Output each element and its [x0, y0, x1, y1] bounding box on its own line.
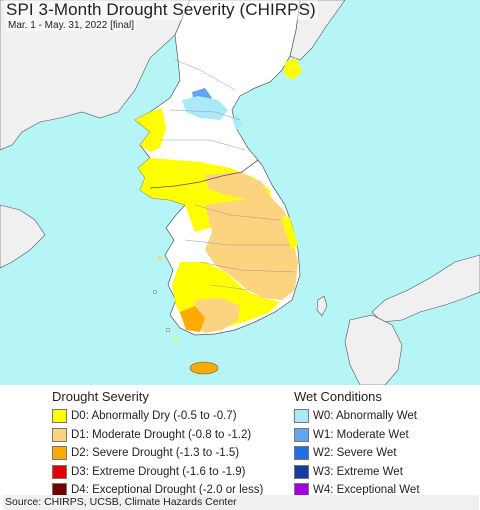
drought-swatch [52, 464, 67, 479]
drought-legend-label: D4: Exceptional Drought (-2.0 or less) [71, 484, 264, 497]
wet-swatch [294, 427, 309, 442]
wet-legend-item: W4: Exceptional Wet [294, 481, 420, 500]
wet-swatch [294, 464, 309, 479]
legend-panel: Drought Severity D0: Abnormally Dry (-0.… [0, 385, 480, 498]
wet-legend-item: W1: Moderate Wet [294, 426, 420, 445]
wet-legend-label: W0: Abnormally Wet [313, 410, 417, 423]
d0-northeast [284, 58, 302, 80]
island [158, 256, 162, 260]
wet-legend-label: W1: Moderate Wet [313, 428, 409, 441]
d1-southeast [205, 196, 298, 300]
wet-legend-label: W4: Exceptional Wet [313, 484, 420, 497]
drought-legend-item: D1: Moderate Drought (-0.8 to -1.2) [52, 426, 263, 445]
drought-legend-title: Drought Severity [52, 389, 149, 404]
drought-swatch [52, 427, 67, 442]
china-land [0, 0, 191, 151]
wet-swatch [294, 409, 309, 424]
dmz-border [149, 159, 259, 189]
d1-central [205, 172, 270, 200]
shandong-land [0, 204, 46, 269]
wet-swatch [294, 446, 309, 461]
drought-legend-item: D0: Abnormally Dry (-0.5 to -0.7) [52, 407, 263, 426]
drought-legend-item: D3: Extreme Drought (-1.6 to -1.9) [52, 463, 263, 482]
drought-legend-label: D1: Moderate Drought (-0.8 to -1.2) [71, 428, 252, 441]
wet-legend: Wet Conditions W0: Abnormally Wet W1: Mod… [294, 389, 420, 500]
page-subtitle: Mar. 1 - May. 31, 2022 [final] [6, 20, 136, 31]
drought-legend-item: D2: Severe Drought (-1.3 to -1.5) [52, 444, 263, 463]
wet-legend-title: Wet Conditions [294, 389, 382, 404]
drought-swatch [52, 409, 67, 424]
drought-legend-label: D0: Abnormally Dry (-0.5 to -0.7) [71, 410, 237, 423]
w0-east-north [232, 115, 242, 130]
wet-legend-label: W2: Severe Wet [313, 447, 397, 460]
d0-northwest [135, 108, 166, 152]
drought-swatch [52, 446, 67, 461]
kyushu-land [344, 314, 403, 385]
wet-legend-item: W0: Abnormally Wet [294, 407, 420, 426]
drought-map [0, 0, 480, 385]
jeju-island [189, 361, 219, 375]
wet-legend-item: W2: Severe Wet [294, 444, 420, 463]
page-title: SPI 3-Month Drought Severity (CHIRPS) [4, 0, 318, 20]
d1-southwest-coast [195, 298, 240, 333]
drought-legend-label: D3: Extreme Drought (-1.6 to -1.9) [71, 465, 246, 478]
d0-east-coast [282, 215, 298, 250]
wet-legend-item: W3: Extreme Wet [294, 463, 420, 482]
drought-legend: Drought Severity D0: Abnormally Dry (-0.… [52, 389, 263, 500]
w0-north [182, 96, 228, 120]
island [165, 327, 171, 333]
wet-legend-label: W3: Extreme Wet [313, 465, 403, 478]
tsushima-island [316, 295, 328, 317]
province-borders [160, 59, 296, 291]
island [174, 338, 178, 342]
island [153, 290, 157, 294]
drought-legend-label: D2: Severe Drought (-1.3 to -1.5) [71, 447, 240, 460]
d2-southwest-tip [180, 306, 205, 332]
source-credit: Source: CHIRPS, UCSB, Climate Hazards Ce… [3, 495, 479, 510]
island [148, 188, 152, 192]
